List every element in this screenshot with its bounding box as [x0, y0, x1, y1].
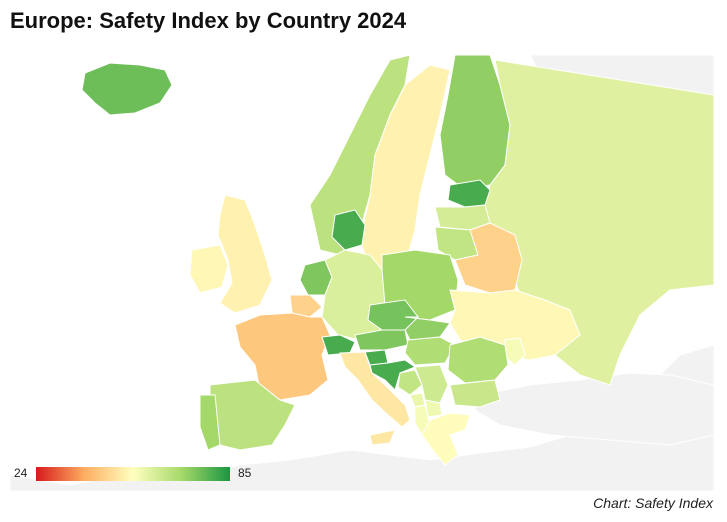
country-germany[interactable] — [321, 249, 386, 341]
chart-title: Europe: Safety Index by Country 2024 — [10, 8, 407, 33]
country-romania[interactable] — [447, 336, 509, 384]
country-portugal[interactable] — [199, 394, 221, 451]
turkey-land — [474, 372, 714, 446]
country-ireland[interactable] — [189, 244, 229, 294]
europe-map — [10, 55, 714, 491]
country-greece[interactable] — [421, 412, 471, 466]
color-legend: 24 85 — [14, 466, 264, 482]
country-france[interactable] — [234, 312, 331, 401]
chart-credit: Chart: Safety Index — [593, 495, 713, 511]
country-italy-sicily[interactable] — [369, 429, 396, 446]
legend-gradient-bar — [36, 467, 230, 481]
country-estonia[interactable] — [447, 179, 491, 208]
legend-max-label: 85 — [238, 466, 252, 480]
country-bosnia[interactable] — [397, 369, 423, 396]
country-bulgaria[interactable] — [449, 379, 501, 408]
legend-min-label: 24 — [14, 466, 28, 480]
country-italy[interactable] — [339, 351, 411, 428]
country-denmark[interactable] — [331, 209, 366, 251]
map-area — [10, 55, 714, 491]
country-iceland[interactable] — [81, 62, 173, 116]
country-united-kingdom[interactable] — [217, 194, 273, 314]
country-belgium[interactable] — [289, 294, 323, 318]
country-switzerland[interactable] — [321, 334, 356, 356]
country-north-macedonia[interactable] — [424, 399, 443, 418]
country-montenegro[interactable] — [409, 392, 426, 408]
country-hungary[interactable] — [404, 336, 456, 366]
